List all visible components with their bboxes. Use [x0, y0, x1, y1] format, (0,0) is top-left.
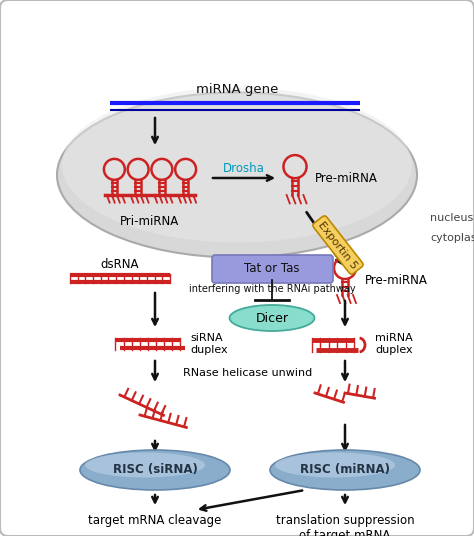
Text: Pre-miRNA: Pre-miRNA — [315, 172, 378, 184]
FancyBboxPatch shape — [212, 255, 333, 283]
Ellipse shape — [80, 450, 230, 490]
Ellipse shape — [275, 452, 395, 478]
Text: interfering with the RNAi pathway: interfering with the RNAi pathway — [189, 284, 356, 294]
Text: Drosha: Drosha — [223, 161, 265, 175]
Text: target mRNA cleavage: target mRNA cleavage — [88, 514, 222, 527]
Ellipse shape — [270, 450, 420, 490]
Ellipse shape — [229, 305, 315, 331]
Text: siRNA
duplex: siRNA duplex — [190, 333, 228, 355]
Text: RISC (miRNA): RISC (miRNA) — [300, 464, 390, 477]
Text: Dicer: Dicer — [255, 311, 289, 324]
Text: Pri-miRNA: Pri-miRNA — [120, 215, 180, 228]
Text: miRNA
duplex: miRNA duplex — [375, 333, 413, 355]
Text: nucleus: nucleus — [430, 213, 473, 223]
Text: miRNA gene: miRNA gene — [196, 84, 278, 96]
Text: translation suppression
of target mRNA: translation suppression of target mRNA — [276, 514, 414, 536]
Text: cytoplasm: cytoplasm — [430, 233, 474, 243]
Ellipse shape — [62, 87, 412, 242]
Text: RNase helicase unwind: RNase helicase unwind — [183, 368, 313, 378]
Text: RISC (siRNA): RISC (siRNA) — [112, 464, 198, 477]
Text: Exportin 5: Exportin 5 — [317, 219, 359, 271]
Ellipse shape — [57, 93, 417, 257]
Ellipse shape — [85, 452, 205, 478]
Text: Pre-miRNA: Pre-miRNA — [365, 273, 428, 287]
Text: Tat or Tas: Tat or Tas — [244, 263, 300, 276]
Text: dsRNA: dsRNA — [101, 258, 139, 272]
